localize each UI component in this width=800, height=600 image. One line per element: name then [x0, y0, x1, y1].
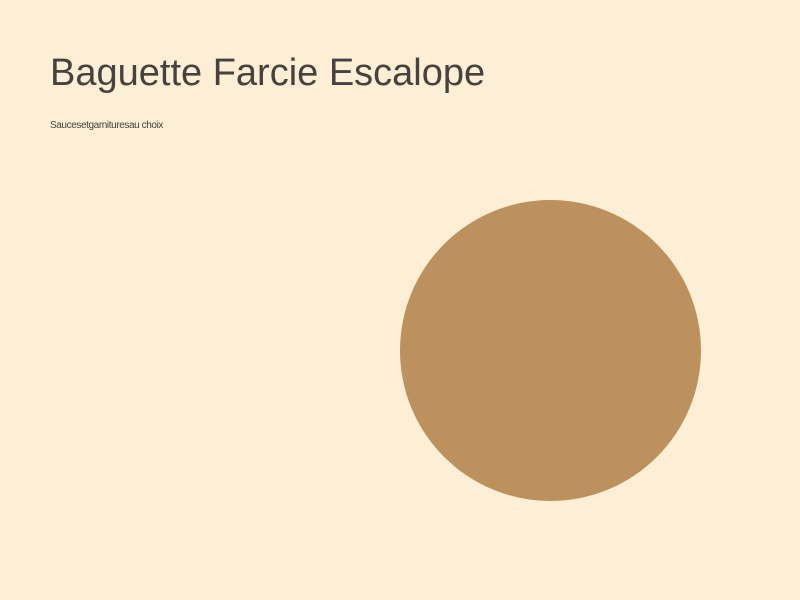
food-image-placeholder — [400, 200, 701, 501]
page-title: Baguette Farcie Escalope — [50, 52, 486, 94]
page-subtitle: Saucesetgarnituresau choix — [50, 120, 164, 131]
